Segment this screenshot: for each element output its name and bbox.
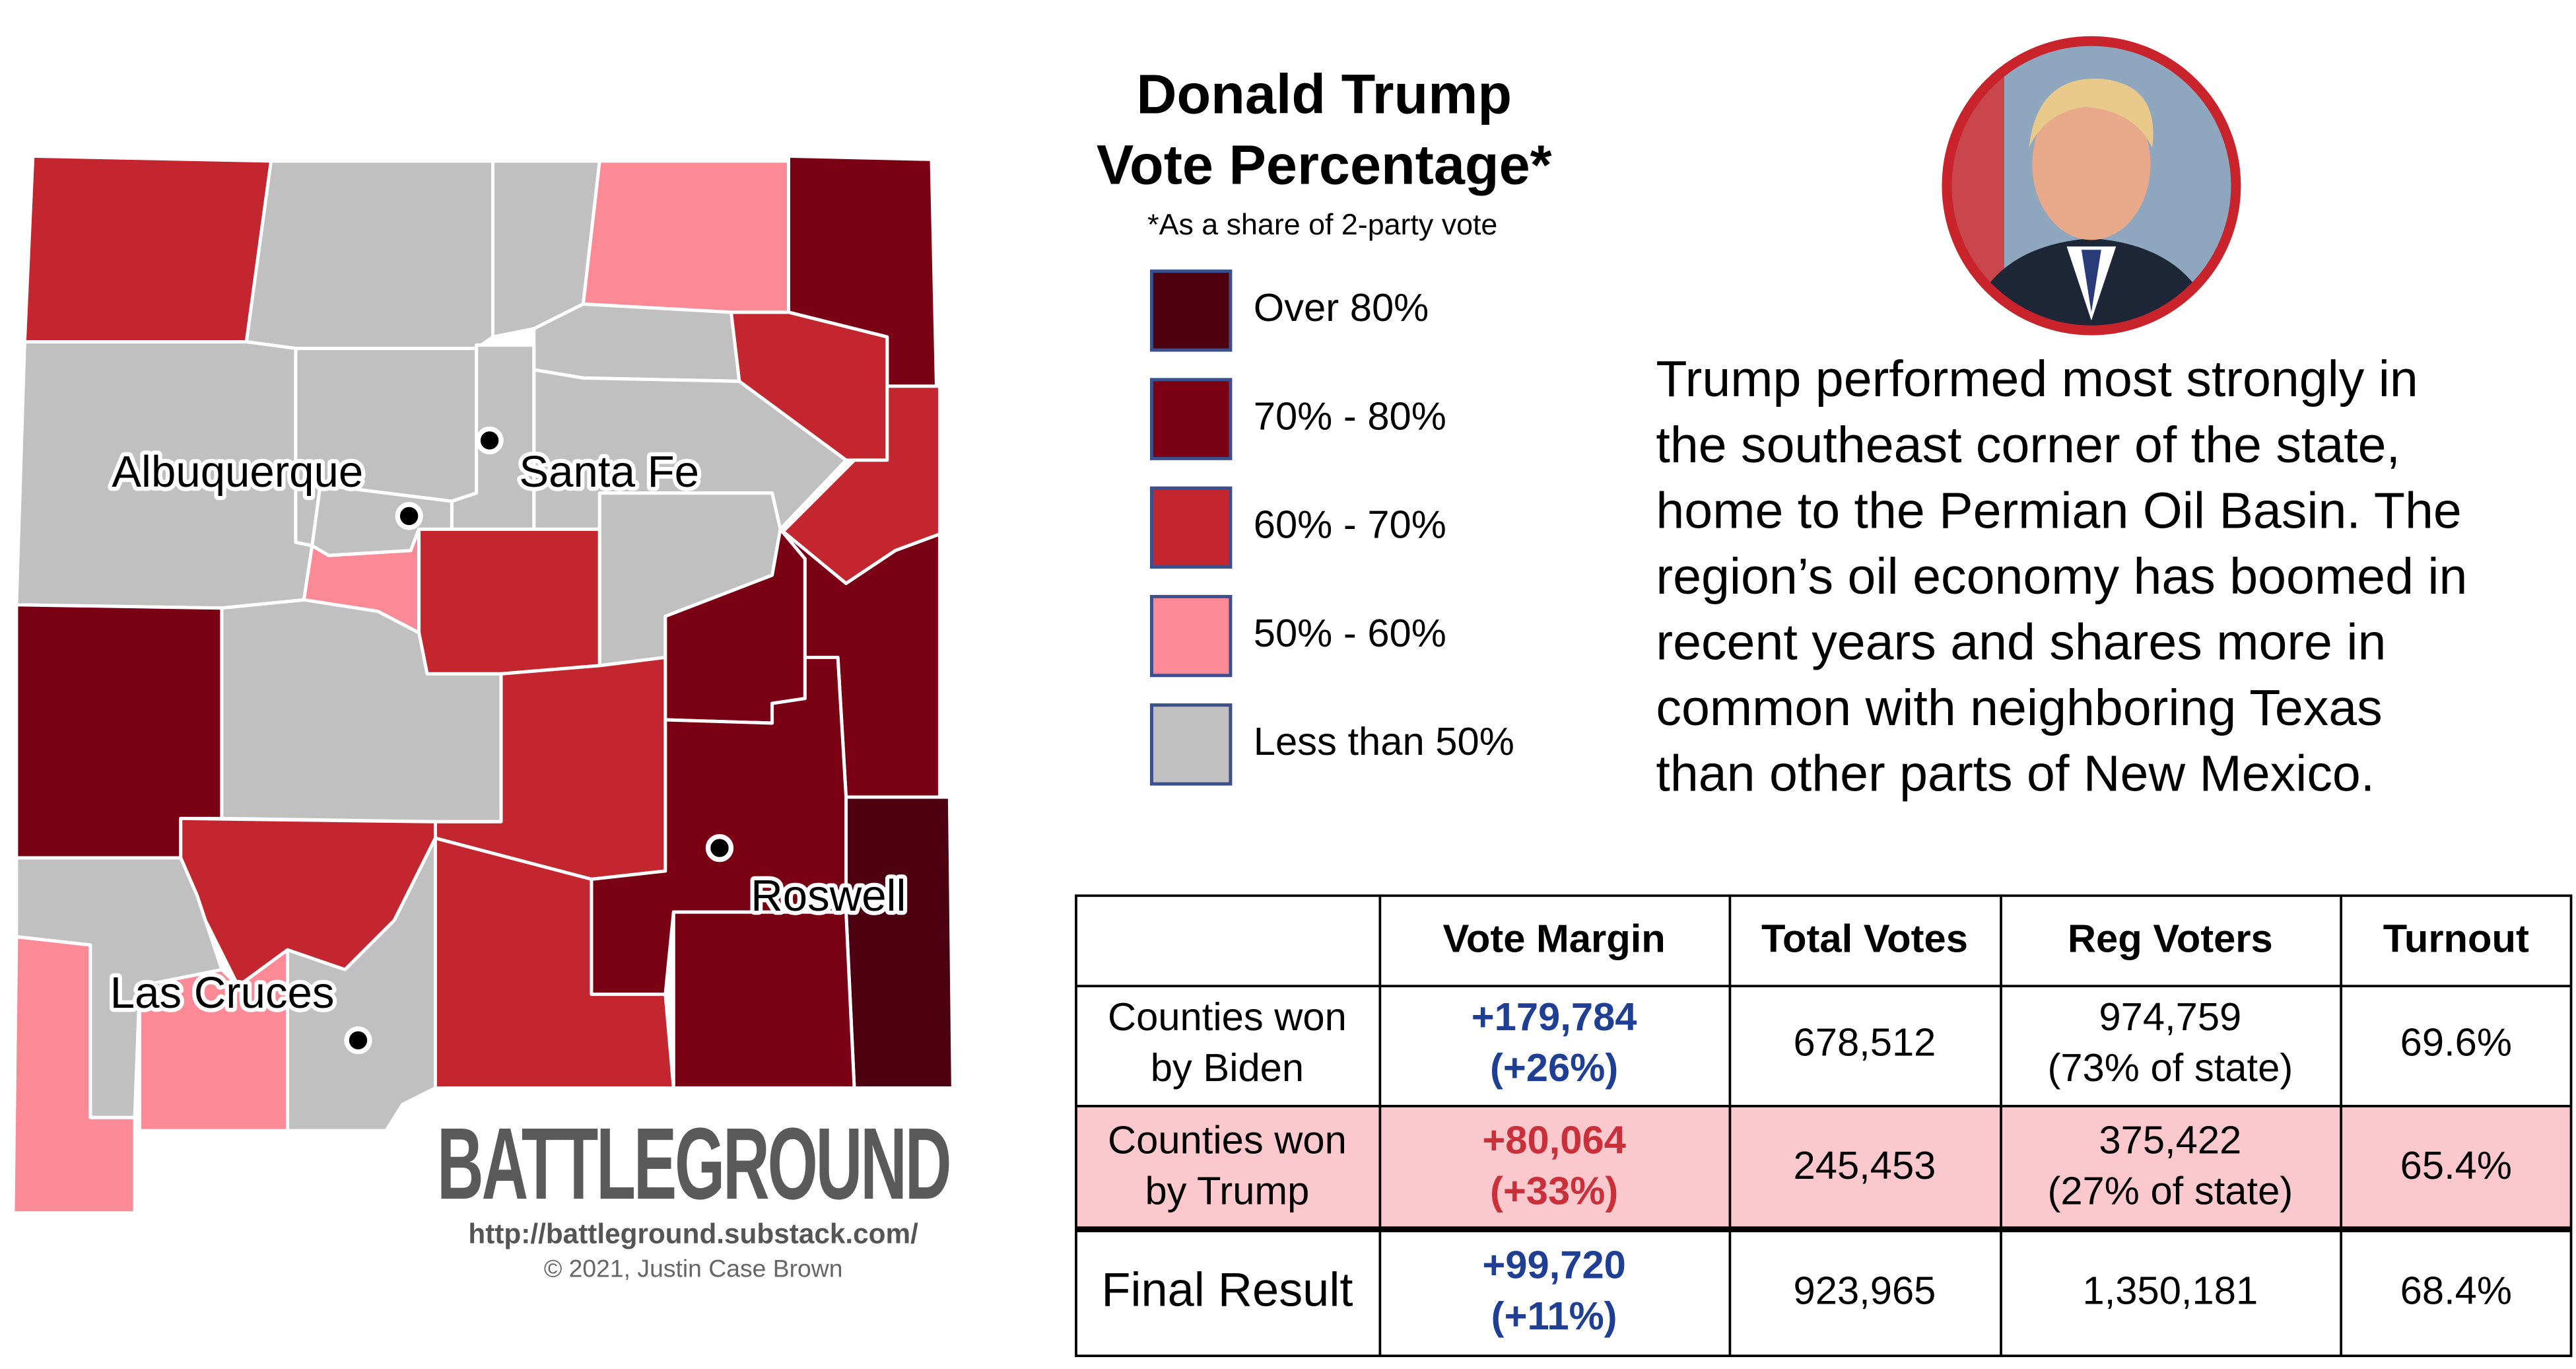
table-cell: +179,784 xyxy=(1472,995,1637,1039)
legend-swatch xyxy=(1149,269,1233,352)
table-cell: (+26%) xyxy=(1490,1045,1618,1090)
legend-label: 70% - 80% xyxy=(1254,394,1446,438)
row-highlight xyxy=(1075,1106,2571,1230)
description-line: recent years and shares more in xyxy=(1656,614,2386,670)
title: Vote Percentage* xyxy=(1097,133,1552,196)
title: Donald Trump xyxy=(1136,63,1512,125)
row-label: Counties won xyxy=(1108,1118,1347,1162)
legend-swatch xyxy=(1149,703,1233,786)
column-header: Total Votes xyxy=(1761,917,1968,961)
county xyxy=(244,159,495,351)
county xyxy=(11,935,137,1215)
table-cell: 974,759 xyxy=(2099,995,2241,1039)
logo-url: http://battleground.substack.com/ xyxy=(468,1218,918,1249)
table-cell: (+33%) xyxy=(1490,1169,1618,1213)
table-cell: (73% of state) xyxy=(2047,1045,2293,1090)
table-border xyxy=(1075,894,2573,1357)
table-cell: 1,350,181 xyxy=(2082,1268,2258,1312)
legend-swatch xyxy=(1149,594,1233,678)
city-label: Roswell xyxy=(751,871,906,921)
table-cell: 375,422 xyxy=(2099,1118,2241,1162)
table-cell: 68.4% xyxy=(2400,1268,2512,1312)
legend-swatch xyxy=(1149,378,1233,460)
table-cell: 65.4% xyxy=(2400,1143,2512,1187)
table-cell: (+11%) xyxy=(1491,1294,1617,1338)
copyright: © 2021, Justin Case Brown xyxy=(544,1255,843,1282)
legend: Over 80% 70% - 80% 60% - 70% 50% - 60% Less … xyxy=(1149,269,1514,786)
legend-label: 60% - 70% xyxy=(1254,503,1446,547)
city-dot xyxy=(344,1026,372,1055)
city-label: Las Cruces xyxy=(110,968,335,1018)
city-label: Albuquerque xyxy=(112,447,363,497)
column-header: Reg Voters xyxy=(2068,917,2273,961)
county xyxy=(671,910,856,1090)
legend-swatch xyxy=(1149,486,1233,569)
row-label: by Biden xyxy=(1151,1045,1304,1090)
row-label: by Trump xyxy=(1145,1169,1309,1213)
portrait xyxy=(1942,36,2241,335)
table-cell: +99,720 xyxy=(1482,1243,1626,1287)
county xyxy=(417,527,601,676)
county xyxy=(844,795,955,1090)
county-map: Albuquerque Santa Fe Roswell Las Cruces xyxy=(11,154,955,1215)
description-line: common with neighboring Texas xyxy=(1656,680,2382,736)
row-label: Counties won xyxy=(1108,995,1347,1039)
description-line: Trump performed most strongly in xyxy=(1656,351,2418,407)
description-line: region’s oil economy has boomed in xyxy=(1656,548,2467,605)
city-dot xyxy=(395,502,423,530)
table-cell: 923,965 xyxy=(1794,1268,1936,1312)
logo: BATTLEGROUND xyxy=(437,1106,949,1220)
description-line: the southeast corner of the state, xyxy=(1656,417,2400,474)
legend-label: 50% - 60% xyxy=(1254,611,1446,655)
county xyxy=(532,302,741,383)
description-line: home to the Permian Oil Basin. The xyxy=(1656,482,2461,539)
legend-label: Over 80% xyxy=(1254,285,1429,330)
column-header: Vote Margin xyxy=(1442,917,1665,961)
results-table: Vote Margin Total Votes Reg Voters Turnout C… xyxy=(1075,894,2573,1357)
table-cell: 245,453 xyxy=(1794,1143,1936,1187)
city-label: Santa Fe xyxy=(519,447,699,497)
county xyxy=(286,836,437,1133)
county xyxy=(22,154,273,344)
column-header: Turnout xyxy=(2383,917,2529,961)
city-dot xyxy=(705,833,734,862)
table-cell: 678,512 xyxy=(1794,1020,1936,1065)
note: *As a share of 2-party vote xyxy=(1147,208,1497,241)
row-label: Final Result xyxy=(1101,1264,1353,1317)
county xyxy=(581,159,790,314)
table-cell: +80,064 xyxy=(1482,1118,1626,1162)
table-cell: (27% of state) xyxy=(2047,1169,2293,1213)
table-cell: 69.6% xyxy=(2400,1020,2512,1065)
legend-label: Less than 50% xyxy=(1254,719,1514,763)
description-line: than other parts of New Mexico. xyxy=(1656,745,2375,802)
description: Trump performed most strongly in the sout… xyxy=(1656,351,2467,802)
city-dot xyxy=(475,426,504,455)
